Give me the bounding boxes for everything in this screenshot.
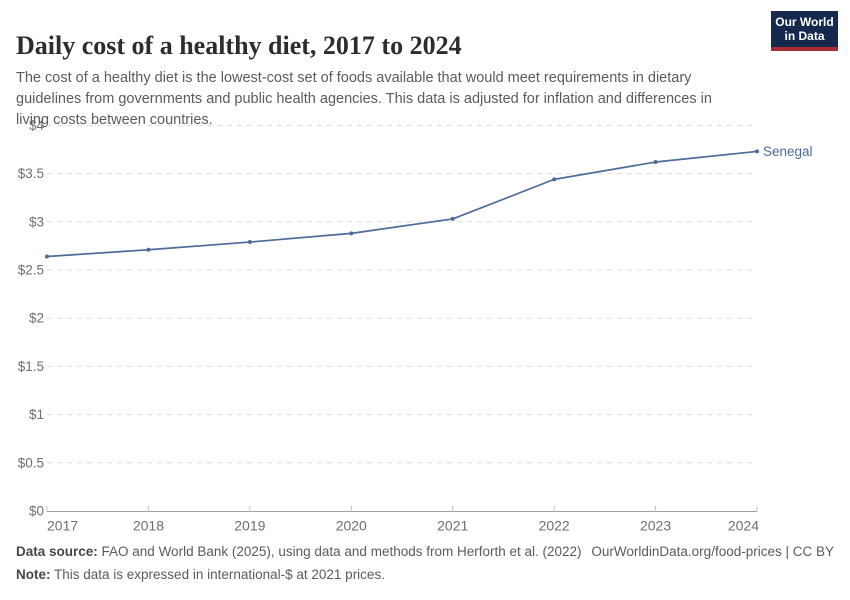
data-point[interactable]: [755, 149, 759, 154]
credit-link[interactable]: OurWorldinData.org/food-prices | CC BY: [591, 544, 834, 559]
x-axis-tick-label: 2019: [234, 518, 265, 534]
x-axis-tick-label: 2020: [336, 518, 367, 534]
page-title: Daily cost of a healthy diet, 2017 to 20…: [16, 31, 462, 61]
data-point[interactable]: [45, 254, 49, 259]
x-axis-tick-label: 2022: [539, 518, 570, 534]
y-axis-tick-label: $1: [29, 407, 44, 422]
data-source-label: Data source:: [16, 544, 98, 559]
x-axis-tick-label: 2018: [133, 518, 164, 534]
data-point[interactable]: [146, 247, 151, 252]
y-axis-tick-label: $4: [29, 118, 45, 133]
owid-logo-line2: in Data: [784, 29, 825, 43]
x-axis-tick-label: 2024: [728, 518, 759, 534]
data-point[interactable]: [349, 231, 354, 236]
x-axis-tick-label: 2017: [47, 518, 78, 534]
data-point[interactable]: [247, 240, 252, 245]
series-end-label[interactable]: Senegal: [763, 144, 813, 159]
note-label: Note:: [16, 567, 51, 582]
x-axis-tick-label: 2023: [640, 518, 671, 534]
note-text: Note: This data is expressed in internat…: [16, 567, 385, 582]
y-axis-tick-label: $0: [29, 504, 44, 519]
x-axis-tick-label: 2021: [437, 518, 468, 534]
y-axis-tick-label: $3.5: [18, 166, 44, 181]
data-point[interactable]: [450, 216, 455, 221]
series-line[interactable]: [46, 150, 758, 258]
owid-logo-line1: Our World: [775, 15, 834, 29]
data-point[interactable]: [653, 160, 658, 165]
owid-logo[interactable]: Our World in Data: [771, 11, 838, 51]
chart-subtitle: The cost of a healthy diet is the lowest…: [16, 69, 712, 128]
y-axis-tick-label: $2.5: [18, 263, 44, 278]
y-axis-tick-label: $1.5: [18, 359, 44, 374]
y-axis-tick-label: $3: [29, 214, 44, 229]
y-axis-tick-label: $2: [29, 311, 44, 326]
data-point[interactable]: [552, 177, 557, 182]
y-axis-tick-label: $0.5: [18, 455, 44, 470]
data-source-text: Data source: FAO and World Bank (2025), …: [16, 544, 582, 559]
chart-footer: Data source: FAO and World Bank (2025), …: [16, 544, 834, 582]
